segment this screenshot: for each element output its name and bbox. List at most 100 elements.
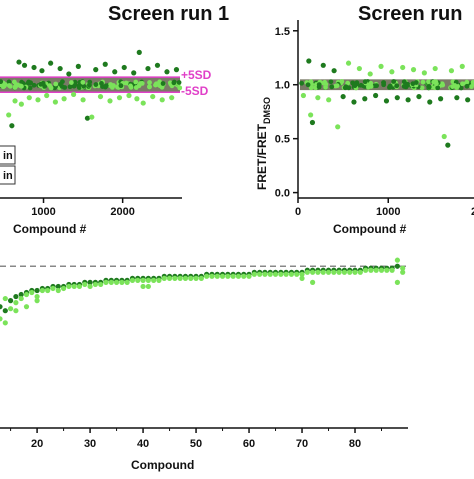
data-point <box>50 285 56 292</box>
data-point <box>7 306 14 312</box>
data-point <box>55 287 61 294</box>
data-point <box>87 279 93 285</box>
data-point <box>336 269 342 275</box>
band-point <box>80 79 86 85</box>
band-point <box>160 81 166 86</box>
right-top-dense-band <box>300 79 474 91</box>
band-point <box>67 84 73 90</box>
x-tick-label: 1000 <box>376 206 400 218</box>
data-point <box>2 308 8 314</box>
data-point <box>169 95 175 101</box>
data-point <box>288 271 295 277</box>
data-point <box>75 63 81 69</box>
data-point <box>13 293 19 300</box>
bottom-points <box>0 257 406 326</box>
data-point <box>368 267 374 273</box>
data-point <box>198 275 204 281</box>
data-point <box>373 267 379 273</box>
x-tick-label: 80 <box>349 438 361 450</box>
band-point <box>372 83 378 89</box>
legend-fragment: in in <box>0 145 16 185</box>
band-point <box>420 79 426 85</box>
data-point <box>18 291 24 298</box>
data-point <box>347 269 353 275</box>
data-point <box>159 97 165 103</box>
band-point <box>433 79 439 85</box>
y-tick-label: 0.5 <box>275 134 290 146</box>
data-point <box>89 114 95 120</box>
data-point <box>113 279 120 285</box>
band-point <box>387 83 393 89</box>
plus-5sd-label: +5SD <box>181 68 212 82</box>
data-point <box>257 271 263 277</box>
band-point <box>308 79 314 85</box>
band-point <box>72 83 77 88</box>
left-top-points <box>0 49 183 129</box>
data-point <box>29 289 35 296</box>
data-point <box>23 291 30 298</box>
data-point <box>441 133 447 140</box>
data-point <box>9 123 15 129</box>
data-point <box>400 265 406 271</box>
data-point <box>34 287 40 294</box>
data-point <box>103 279 109 285</box>
data-point <box>44 92 50 99</box>
data-point <box>156 277 162 283</box>
y-label-main: FRET/FRET <box>255 123 269 190</box>
band-point <box>31 82 37 88</box>
data-point <box>107 98 113 104</box>
data-point <box>48 60 54 66</box>
x-tick-label: 2000 <box>110 206 134 218</box>
x-tick-label: 20 <box>31 438 43 450</box>
data-point <box>13 300 19 306</box>
data-point <box>325 269 332 275</box>
data-point <box>315 269 321 275</box>
band-point <box>464 83 470 89</box>
data-point <box>331 269 337 275</box>
band-point <box>128 83 133 89</box>
band-point <box>339 79 345 84</box>
data-point <box>427 99 433 105</box>
band-point <box>38 81 44 87</box>
data-point <box>315 95 321 101</box>
data-point <box>340 93 346 100</box>
band-point <box>391 79 397 84</box>
data-point <box>61 96 67 102</box>
data-point <box>71 283 77 290</box>
data-point <box>60 285 67 292</box>
band-point <box>14 82 20 88</box>
band-point <box>48 85 54 91</box>
band-point <box>138 81 143 86</box>
band-point <box>99 80 104 86</box>
band-point <box>381 80 386 86</box>
data-point <box>448 68 455 74</box>
data-point <box>272 271 279 277</box>
data-point <box>400 269 406 275</box>
band-point <box>394 83 400 89</box>
data-point <box>87 283 93 290</box>
data-point <box>7 298 14 304</box>
data-point <box>352 269 358 275</box>
band-point <box>358 82 364 88</box>
data-point <box>326 97 332 103</box>
data-point <box>16 59 22 65</box>
data-point <box>172 275 178 281</box>
bottom-x-ticks: 20 30 40 50 60 70 80 <box>10 428 383 450</box>
band-point <box>176 80 182 85</box>
data-point <box>129 277 136 283</box>
legend-box-2 <box>0 165 16 185</box>
band-point <box>87 82 92 88</box>
right-top-x-label: Compound # <box>333 222 407 236</box>
data-point <box>45 287 51 294</box>
band-point <box>153 81 159 87</box>
band-point <box>329 84 335 90</box>
band-point <box>6 79 12 85</box>
data-point <box>151 277 157 283</box>
data-point <box>209 273 215 279</box>
data-point <box>356 65 362 72</box>
band-point <box>450 84 455 89</box>
band-point <box>305 82 311 88</box>
data-point <box>173 67 180 73</box>
data-point <box>394 279 401 285</box>
